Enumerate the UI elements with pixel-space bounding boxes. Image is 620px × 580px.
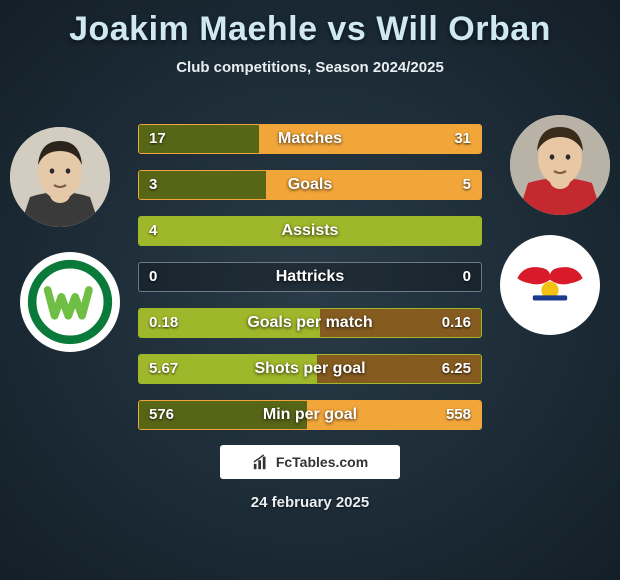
stat-label: Matches (139, 125, 481, 154)
stat-label: Min per goal (139, 401, 481, 430)
stat-row: 35Goals (138, 170, 482, 200)
stat-label: Goals per match (139, 309, 481, 338)
stat-row: 0.180.16Goals per match (138, 308, 482, 338)
stat-row: 5.676.25Shots per goal (138, 354, 482, 384)
stat-row: 576558Min per goal (138, 400, 482, 430)
stat-row: 00Hattricks (138, 262, 482, 292)
footer-date: 24 february 2025 (0, 494, 620, 511)
club-right-logo (500, 235, 600, 335)
page-title: Joakim Maehle vs Will Orban (0, 0, 620, 49)
player-left-portrait (10, 127, 110, 227)
brand-text: FcTables.com (276, 454, 368, 470)
stat-label: Goals (139, 171, 481, 200)
stat-label: Shots per goal (139, 355, 481, 384)
stat-label: Hattricks (139, 263, 481, 292)
stat-row: 4Assists (138, 216, 482, 246)
stats-table: 1731Matches 35Goals 4Assists 00Hattricks 0.1… (138, 124, 482, 446)
player-right-portrait (510, 115, 610, 215)
subtitle: Club competitions, Season 2024/2025 (0, 59, 620, 76)
brand-badge: FcTables.com (220, 445, 400, 479)
club-left-logo (20, 252, 120, 352)
chart-icon (252, 453, 270, 471)
stat-row: 1731Matches (138, 124, 482, 154)
stat-label: Assists (139, 217, 481, 246)
